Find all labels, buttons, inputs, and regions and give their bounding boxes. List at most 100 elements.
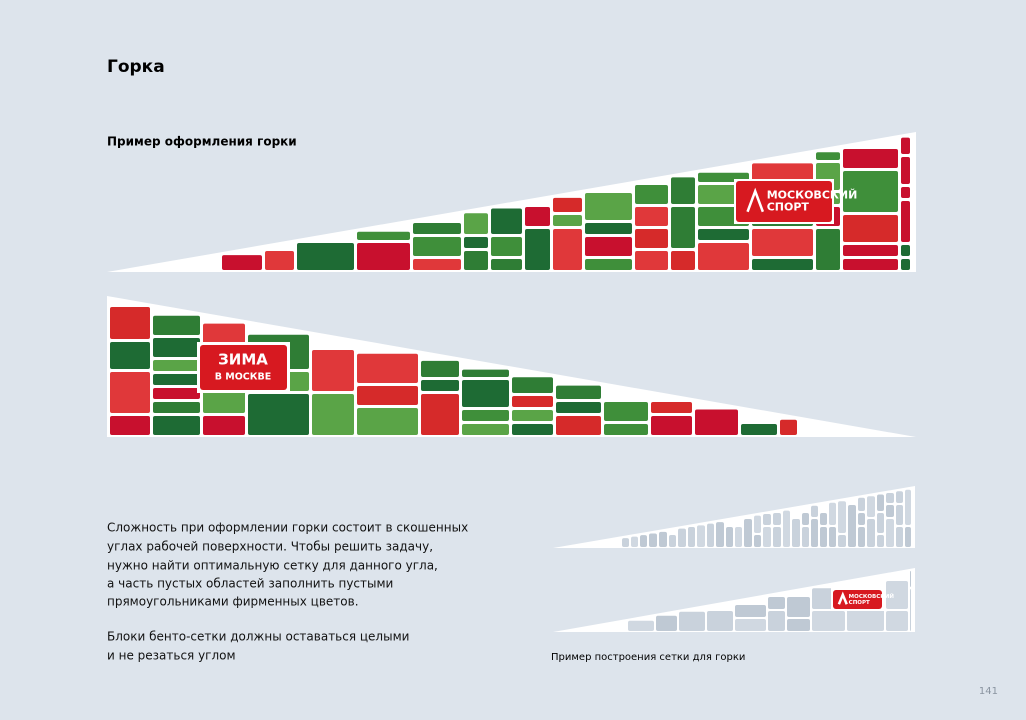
tile — [848, 505, 856, 547]
tile — [754, 535, 761, 547]
tile — [838, 535, 846, 547]
tile — [110, 307, 150, 339]
tile — [512, 410, 553, 421]
logo-tile-text: СПОРТ — [767, 200, 810, 213]
logo-tile — [736, 181, 832, 222]
tile — [635, 251, 668, 270]
tile — [896, 527, 903, 547]
tile — [153, 402, 200, 413]
tile — [688, 527, 695, 547]
tile — [464, 251, 488, 270]
tile — [297, 243, 354, 270]
tile — [744, 519, 752, 547]
tile — [783, 510, 790, 547]
logo-tile-text: СПОРТ — [849, 600, 870, 606]
tile — [512, 424, 553, 435]
tile — [248, 394, 309, 435]
tile — [867, 496, 875, 517]
body-line: углах рабочей поверхности. Чтобы решить … — [107, 540, 433, 554]
tile — [707, 523, 714, 547]
tile — [811, 505, 818, 517]
tile — [671, 207, 695, 248]
tile — [754, 515, 761, 533]
tile — [203, 416, 245, 435]
tile — [512, 396, 553, 407]
tile — [792, 519, 800, 547]
tile — [462, 410, 509, 421]
tile — [265, 251, 294, 270]
tile — [413, 259, 461, 270]
tile — [585, 259, 632, 270]
tile — [153, 338, 200, 357]
tile — [843, 245, 898, 256]
tile — [735, 619, 766, 631]
tile — [651, 416, 692, 435]
tile — [698, 229, 749, 240]
tile — [649, 533, 657, 547]
tile — [726, 527, 733, 547]
tile — [312, 394, 354, 435]
logo-tile-text: МОСКОВСКИЙ — [849, 592, 895, 600]
tile — [462, 369, 509, 377]
tile — [678, 528, 686, 547]
tile — [631, 536, 638, 547]
tile — [773, 513, 781, 525]
tile — [707, 611, 733, 631]
tile — [413, 237, 461, 256]
tile — [640, 535, 647, 547]
tile — [357, 353, 418, 383]
body-line: Сложность при оформлении горки состоит в… — [107, 521, 468, 535]
tile — [635, 229, 668, 248]
tile — [669, 535, 676, 547]
body-line: нужно найти оптимальную сетку для данног… — [107, 559, 438, 573]
logo-mark — [746, 187, 765, 213]
tile — [421, 394, 459, 435]
grid-caption: Пример построения сетки для горки — [551, 652, 745, 663]
tile — [421, 380, 459, 391]
tile — [901, 137, 910, 154]
tile — [462, 380, 509, 407]
tile — [843, 215, 898, 242]
tile — [886, 611, 908, 631]
tile — [816, 229, 840, 270]
banner-tile — [200, 345, 287, 390]
tile — [556, 402, 601, 413]
tile — [735, 605, 766, 617]
tile — [787, 597, 810, 617]
tile — [525, 229, 550, 270]
tile — [886, 581, 908, 609]
tile — [659, 531, 667, 547]
tile — [896, 491, 903, 503]
tile — [656, 615, 677, 631]
tile — [905, 489, 911, 525]
tile — [635, 207, 668, 226]
tile — [222, 255, 262, 270]
tile — [556, 416, 601, 435]
tile — [910, 570, 911, 587]
tile — [843, 171, 898, 212]
tile — [153, 388, 200, 399]
tile — [858, 513, 865, 525]
tile — [905, 527, 911, 547]
tile — [413, 223, 461, 234]
tile — [877, 535, 884, 547]
tile — [829, 502, 836, 525]
tile — [812, 611, 845, 631]
tile — [763, 527, 771, 547]
tile — [525, 207, 550, 226]
tile — [622, 538, 629, 547]
tile — [763, 514, 771, 525]
tile — [820, 527, 827, 547]
tile — [886, 505, 894, 517]
tile — [153, 315, 200, 335]
tile — [491, 259, 522, 270]
tile — [820, 513, 827, 525]
page-number: 141 — [979, 686, 998, 697]
tile — [886, 519, 894, 547]
tile — [858, 527, 865, 547]
logo-tile — [833, 590, 882, 609]
tile — [886, 492, 894, 503]
body-line: прямоугольниками фирменных цветов. — [107, 595, 359, 609]
